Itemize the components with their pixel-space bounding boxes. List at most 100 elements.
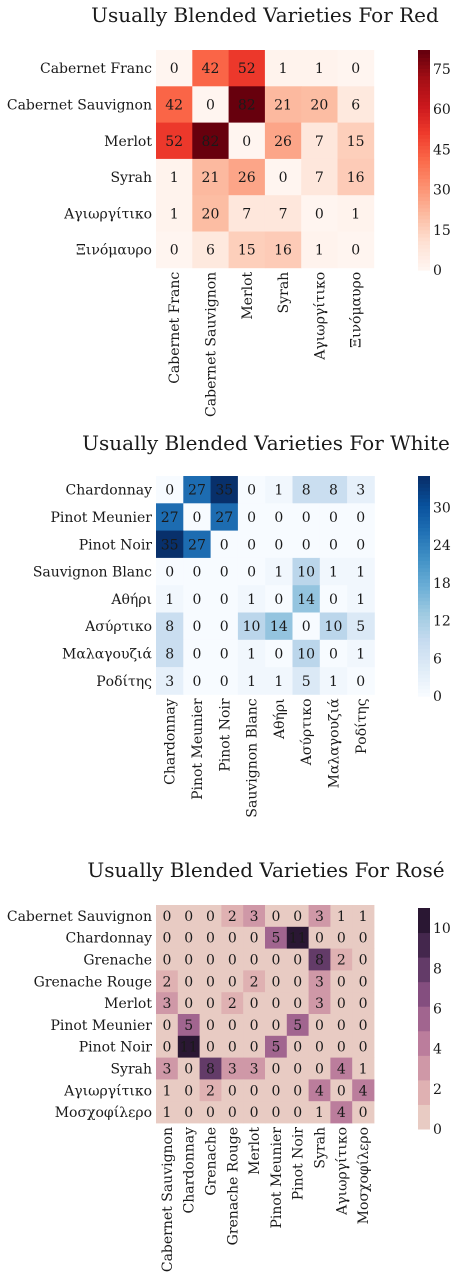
x-tick-label: Ροδίτης [353, 698, 370, 754]
heatmap-cell [156, 905, 179, 928]
heatmap-cell [192, 158, 229, 196]
colorbar-segment [418, 644, 430, 649]
heatmap-cell [228, 122, 266, 160]
cell-value-label: 0 [206, 974, 215, 990]
heatmap-cell [352, 948, 375, 971]
x-tick-label: Cabernet Sauvignon [203, 272, 219, 417]
heatmap-cell [292, 639, 321, 668]
cell-value-label: 7 [315, 170, 324, 186]
y-tick-label: Cabernet Franc [40, 61, 152, 77]
heatmap-cell [265, 1014, 288, 1037]
heatmap-cell [319, 612, 348, 641]
heatmap-cell [228, 50, 266, 87]
colorbar-tick-label: 0 [433, 689, 442, 705]
cell-value-label: 0 [250, 931, 259, 947]
cell-value-label: 2 [228, 909, 237, 925]
colorbar-segment [418, 652, 430, 657]
colorbar-segment [418, 266, 430, 271]
heatmap-cell [221, 905, 244, 928]
colorbar-segment [418, 149, 430, 154]
heatmap-cell [243, 1079, 266, 1102]
colorbar-segment [418, 79, 430, 84]
colorbar-segment [418, 692, 430, 697]
heatmap-cell [210, 612, 239, 641]
cell-value-label: 0 [192, 674, 201, 690]
cell-value-label: 0 [302, 510, 311, 526]
cell-value-label: 1 [247, 674, 256, 690]
cell-value-label: 0 [165, 483, 174, 499]
colorbar-segment [418, 167, 430, 172]
cell-value-label: 3 [315, 909, 324, 925]
colorbar-segment [418, 226, 430, 231]
cell-value-label: 27 [215, 510, 233, 526]
colorbar-tick-label: 4 [433, 1042, 442, 1058]
colorbar-segment [418, 97, 430, 102]
heatmap-cell [347, 639, 375, 668]
colorbar-segment [418, 582, 430, 587]
heatmap-cell [156, 639, 184, 668]
colorbar-segment [418, 509, 430, 514]
cell-value-label: 2 [228, 996, 237, 1012]
cell-value-label: 0 [228, 1040, 237, 1056]
cell-value-label: 16 [347, 170, 365, 186]
colorbar-segment [418, 189, 430, 194]
heatmap-cell [177, 905, 200, 928]
heatmap-cell [199, 905, 222, 928]
heatmap-cells-white: 0 27 35 0 1 8 8 327 0 27 0 0 0 0 035 27 0 0 0 0 0 00 0 0 0 1 10 1 11… [156, 476, 375, 695]
cell-value-label: 35 [161, 537, 179, 553]
colorbar-red: 0 15 30 45 60 75 [418, 50, 451, 279]
heatmap-cell [319, 530, 348, 559]
colorbar-segment [418, 174, 430, 179]
heatmap-cell [156, 992, 179, 1015]
heatmap-cell [352, 970, 375, 993]
heatmap-cell [156, 503, 184, 531]
cell-value-label: 0 [271, 1105, 280, 1121]
x-tick-label: Syrah [313, 1127, 329, 1169]
colorbar-tick-label: 45 [433, 142, 451, 158]
colorbar-segment [418, 564, 430, 569]
colorbar-segment [418, 494, 430, 499]
heatmap-cell [319, 667, 348, 695]
cell-value-label: 0 [247, 537, 256, 553]
cell-value-label: 0 [302, 619, 311, 635]
colorbar-segment [418, 211, 430, 216]
colorbar-segment [418, 255, 430, 260]
colorbar-segment [418, 626, 430, 631]
colorbar-segment [418, 171, 430, 176]
heatmap-cell [352, 992, 375, 1015]
cell-value-label: 0 [359, 1105, 368, 1121]
heatmap-cell [264, 86, 302, 123]
colorbar-segment [418, 152, 430, 157]
colorbar-segment [418, 512, 430, 517]
cell-value-label: 7 [242, 206, 251, 222]
colorbar-tick-label: 8 [433, 961, 442, 977]
colorbar-segment [418, 688, 430, 693]
cell-value-label: 3 [250, 909, 259, 925]
cell-value-label: 3 [162, 996, 171, 1012]
cell-value-label: 0 [274, 537, 283, 553]
heatmap-cell [228, 86, 266, 123]
heatmap-cell [265, 557, 293, 586]
cell-value-label: 4 [337, 1062, 346, 1078]
heatmap-cell [156, 585, 184, 613]
cell-value-label: 0 [271, 1062, 280, 1078]
colorbar-segment [418, 523, 430, 528]
heatmap-cell [183, 612, 211, 641]
cell-value-label: 3 [162, 1062, 171, 1078]
colorbar-segment [418, 476, 430, 481]
colorbar-segment [418, 666, 430, 671]
cell-value-label: 0 [220, 646, 229, 662]
heatmap-cell [156, 948, 179, 971]
colorbar-segment [418, 615, 430, 620]
heatmap-cell [265, 992, 288, 1015]
heatmap-cell [337, 86, 375, 123]
heatmap-cell [221, 1057, 244, 1080]
cell-value-label: 0 [228, 931, 237, 947]
cell-value-label: 82 [238, 97, 256, 113]
heatmap-cell [319, 557, 348, 586]
heatmap-cell [210, 667, 239, 695]
cell-value-label: 0 [271, 1018, 280, 1034]
cell-value-label: 0 [250, 1105, 259, 1121]
colorbar-segment [418, 659, 430, 664]
